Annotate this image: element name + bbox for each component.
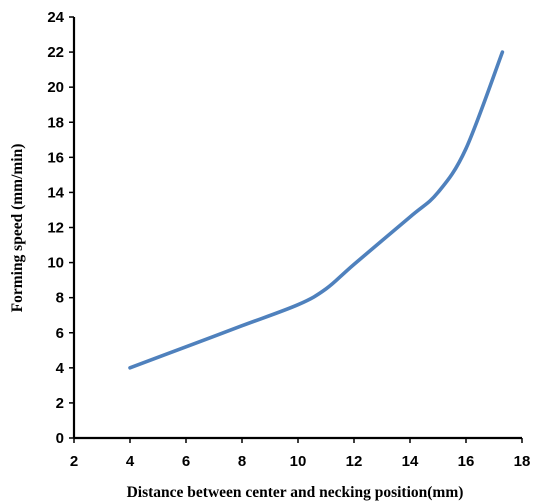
y-tick-label: 10 xyxy=(47,255,64,272)
y-tick-label: 0 xyxy=(56,430,64,447)
series-line xyxy=(128,50,505,370)
x-axis-label: Distance between center and necking posi… xyxy=(127,484,464,501)
x-tick-label: 2 xyxy=(70,453,78,470)
y-tick-label: 6 xyxy=(56,325,64,342)
y-tick-label: 18 xyxy=(47,114,64,131)
x-tick-label: 16 xyxy=(458,453,475,470)
y-tick-label: 4 xyxy=(56,360,65,377)
y-tick-label: 2 xyxy=(56,395,64,412)
y-axis-label: Forming speed (mm/min) xyxy=(9,144,26,313)
x-tick-label: 6 xyxy=(182,453,190,470)
x-tick-label: 12 xyxy=(346,453,363,470)
y-tick-label: 20 xyxy=(47,79,64,96)
x-tick-label: 8 xyxy=(238,453,246,470)
y-tick-label: 14 xyxy=(47,184,64,201)
y-tick-label: 22 xyxy=(47,44,64,61)
y-tick-label: 8 xyxy=(56,290,64,307)
y-tick-label: 24 xyxy=(47,9,64,26)
y-tick-label: 16 xyxy=(47,149,64,166)
x-tick-label: 14 xyxy=(402,453,419,470)
y-tick-label: 12 xyxy=(47,220,64,237)
x-tick-label: 10 xyxy=(290,453,307,470)
x-tick-label: 18 xyxy=(514,453,531,470)
x-tick-label: 4 xyxy=(126,453,135,470)
